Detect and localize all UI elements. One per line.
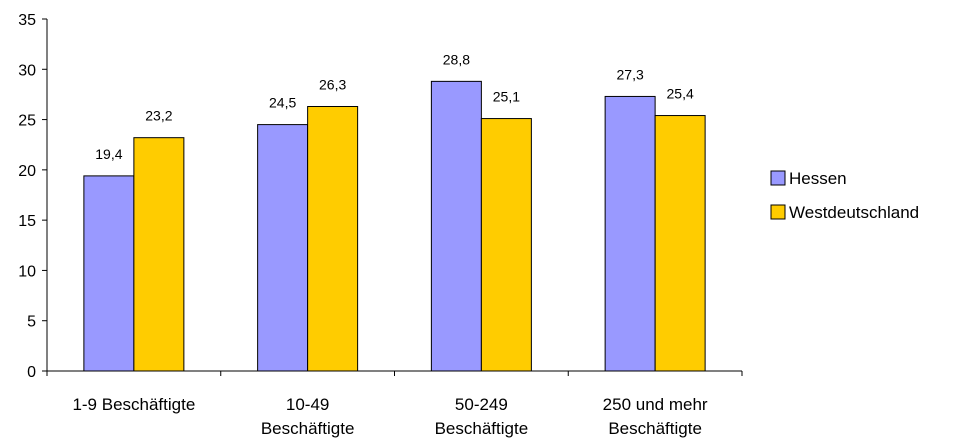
bar <box>133 137 185 372</box>
bar <box>307 105 359 372</box>
data-label: 26,3 <box>319 76 346 92</box>
y-tick-label: 25 <box>18 113 36 130</box>
bars <box>83 80 706 372</box>
x-tick-label: 250 und mehr <box>603 395 708 414</box>
y-tick-label: 0 <box>27 364 36 381</box>
bar <box>257 124 309 372</box>
legend-swatch <box>770 170 786 186</box>
data-label: 19,4 <box>95 146 122 162</box>
y-tick-label: 35 <box>18 12 36 29</box>
bar <box>83 175 135 372</box>
y-tick-label: 30 <box>18 62 36 79</box>
data-label: 23,2 <box>145 108 172 124</box>
axes: 0 5 10 15 20 25 30 35 1-9 Beschäftigte 10-49 Besch… <box>18 12 743 438</box>
y-tick-label: 15 <box>18 213 36 230</box>
y-tick-label: 5 <box>27 314 36 331</box>
data-label: 25,1 <box>493 89 520 105</box>
data-label: 25,4 <box>667 86 694 102</box>
x-tick-label: 50-249 <box>455 395 508 414</box>
data-label: 27,3 <box>617 66 644 82</box>
bar <box>480 118 532 372</box>
legend: Hessen Westdeutschland <box>770 169 919 222</box>
x-tick-label: 10-49 <box>286 395 329 414</box>
data-label: 24,5 <box>269 95 296 111</box>
bar <box>604 95 656 372</box>
x-tick-label: 1-9 Beschäftigte <box>72 395 195 414</box>
legend-swatch <box>770 204 786 220</box>
legend-label: Hessen <box>789 169 847 188</box>
legend-label: Westdeutschland <box>789 203 919 222</box>
x-tick-label: Beschäftigte <box>435 419 529 438</box>
x-tick-label: Beschäftigte <box>608 419 702 438</box>
bar <box>430 80 482 372</box>
bar <box>654 115 706 372</box>
data-labels: 19,4 24,5 28,8 27,3 23,2 26,3 25,1 25,4 <box>95 51 694 162</box>
data-label: 28,8 <box>443 51 470 67</box>
x-tick-label: Beschäftigte <box>261 419 355 438</box>
y-tick-label: 10 <box>18 263 36 280</box>
y-tick-label: 20 <box>18 163 36 180</box>
